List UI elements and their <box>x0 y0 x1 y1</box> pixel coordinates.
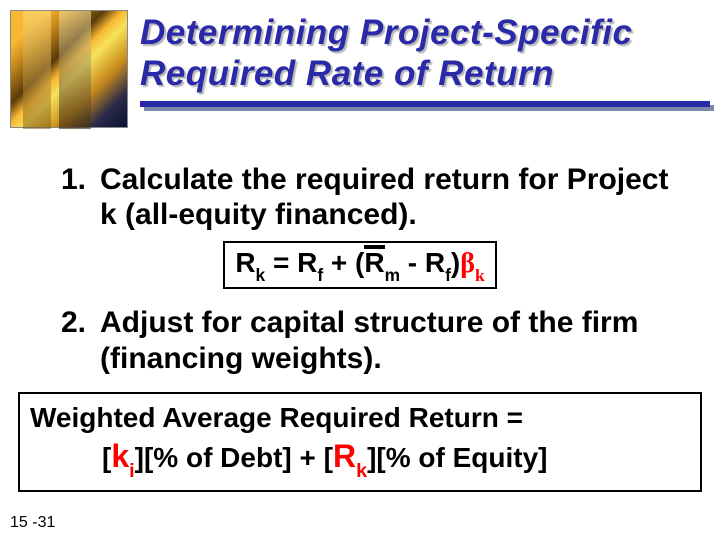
title-line-1: Determining Project-Specific <box>140 13 632 52</box>
item-text: Adjust for capital structure of the firm… <box>100 305 678 376</box>
warr-container: Weighted Average Required Return = [ki][… <box>18 392 702 492</box>
formula-beta: β <box>460 248 475 279</box>
list-item-2: 2. Adjust for capital structure of the f… <box>42 305 678 376</box>
formula-Rm-bar: R <box>364 247 384 279</box>
formula-row: Rk = Rf + (Rm - Rf)βk <box>42 241 678 290</box>
title-rule-bar <box>140 101 710 107</box>
title-line-2: Required Rate of Return <box>140 54 554 93</box>
title-container: Determining Project-Specific Required Ra… <box>140 8 710 107</box>
formula-eq: = R <box>265 247 317 278</box>
slide-header: Determining Project-Specific Required Ra… <box>0 0 720 128</box>
item-number: 2. <box>42 305 100 340</box>
formula-sub-k: k <box>256 265 266 285</box>
capm-formula-box: Rk = Rf + (Rm - Rf)βk <box>223 241 496 290</box>
warr-end: ][% of Equity] <box>367 442 547 473</box>
warr-Rk: Rk <box>333 438 367 474</box>
formula-close: ) <box>451 247 460 278</box>
formula-beta-sub-k: k <box>475 266 485 285</box>
formula-Rk: R <box>235 247 255 278</box>
formula-minus: - R <box>400 247 445 278</box>
item-number: 1. <box>42 162 100 197</box>
warr-ki: ki <box>111 438 134 474</box>
warr-mid: ][% of Debt] + [ <box>135 442 333 473</box>
formula-plus: + ( <box>323 247 364 278</box>
warr-formula-box: Weighted Average Required Return = [ki][… <box>18 392 702 492</box>
header-thumbnail <box>10 10 128 128</box>
formula-sub-f1: f <box>317 265 323 285</box>
slide-number: 15 -31 <box>10 514 55 532</box>
slide-title: Determining Project-Specific Required Ra… <box>140 12 710 95</box>
item-text: Calculate the required return for Projec… <box>100 162 678 233</box>
formula-sub-m: m <box>385 265 400 285</box>
title-rule <box>140 101 710 107</box>
warr-line-2: [ki][% of Debt] + [Rk][% of Equity] <box>30 436 690 482</box>
slide-content: 1. Calculate the required return for Pro… <box>0 128 720 376</box>
warr-open1: [ <box>102 442 111 473</box>
formula-sub-f2: f <box>445 265 451 285</box>
warr-line-1: Weighted Average Required Return = <box>30 400 690 436</box>
list-item-1: 1. Calculate the required return for Pro… <box>42 162 678 233</box>
